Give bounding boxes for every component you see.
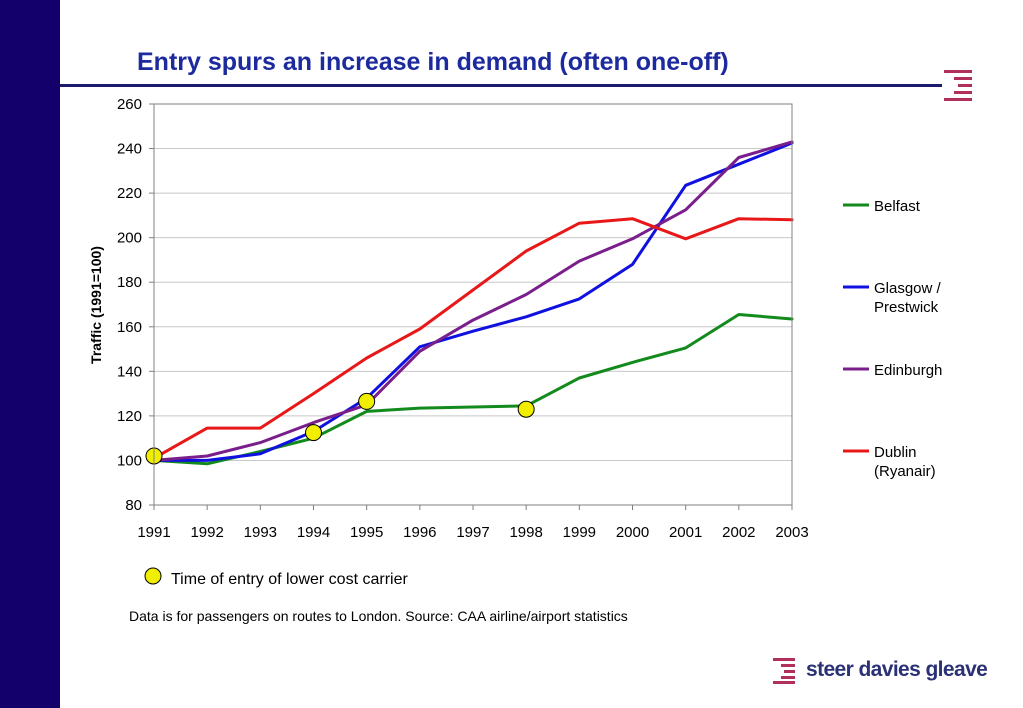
legend-label-glasgow-prestwick: Glasgow / Prestwick	[874, 280, 942, 316]
x-tick-label: 2001	[669, 524, 702, 541]
logo-wordmark: steer davies gleave	[806, 658, 988, 681]
y-tick-label: 220	[117, 185, 142, 202]
plot-area	[154, 104, 792, 505]
y-tick-label: 100	[117, 452, 142, 469]
x-axis-ticks: 1991 1992 1993 1994 1995 1996 1997 1998 1999 2000…	[137, 505, 809, 541]
x-tick-label: 2000	[616, 524, 649, 541]
logo-icon	[773, 658, 795, 684]
y-tick-label: 120	[117, 408, 142, 425]
x-tick-label: 1998	[509, 524, 542, 541]
entry-marker	[358, 392, 376, 410]
series-line-belfast	[152, 313, 794, 466]
x-tick-label: 1995	[350, 524, 383, 541]
series-line-glasgow-prestwick	[152, 141, 794, 462]
source-note: Data is for passengers on routes to Lond…	[129, 608, 628, 624]
entry-marker	[517, 400, 535, 418]
entry-marker	[305, 424, 322, 442]
x-tick-label: 1997	[456, 524, 489, 541]
brand-mark-icon	[944, 70, 972, 101]
series-line-edinburgh	[152, 140, 794, 462]
y-tick-label: 80	[125, 497, 142, 514]
marker-legend: Time of entry of lower cost carrier	[144, 567, 408, 588]
x-tick-label: 1992	[190, 524, 223, 541]
series-lines	[152, 140, 794, 466]
title-rule	[60, 84, 942, 87]
y-tick-label: 160	[117, 319, 142, 336]
x-tick-label: 1996	[403, 524, 436, 541]
slide-title: Entry spurs an increase in demand (often…	[137, 48, 729, 76]
entry-markers	[145, 392, 535, 465]
gridlines	[154, 148, 792, 461]
x-tick-label: 1993	[244, 524, 277, 541]
plot-frame	[153, 103, 793, 506]
y-tick-label: 140	[117, 363, 142, 380]
marker-legend-label: Time of entry of lower cost carrier	[171, 571, 408, 588]
marker-legend-swatch	[144, 567, 162, 585]
y-axis-label: Traffic (1991=100)	[88, 246, 104, 364]
y-tick-label: 180	[117, 274, 142, 291]
x-tick-label: 1991	[137, 524, 170, 541]
y-tick-label: 260	[117, 96, 142, 113]
y-axis-ticks: 80 100 120 140 160 180 200 220 240 260	[117, 96, 154, 514]
x-tick-label: 2002	[722, 524, 755, 541]
x-tick-label: 2003	[775, 524, 808, 541]
sidebar-band	[0, 0, 60, 708]
x-tick-label: 1999	[563, 524, 596, 541]
x-tick-label: 1994	[297, 524, 330, 541]
legend-label-edinburgh: Edinburgh	[874, 362, 942, 379]
y-tick-label: 240	[117, 141, 142, 158]
legend-label-dublin-ryanair: Dublin (Ryanair)	[874, 444, 936, 480]
series-line-dublin-ryanair	[152, 217, 794, 460]
y-tick-label: 200	[117, 230, 142, 247]
legend-label-belfast: Belfast	[874, 198, 921, 215]
legend: Belfast Glasgow / Prestwick Edinburgh Dublin…	[843, 198, 942, 480]
